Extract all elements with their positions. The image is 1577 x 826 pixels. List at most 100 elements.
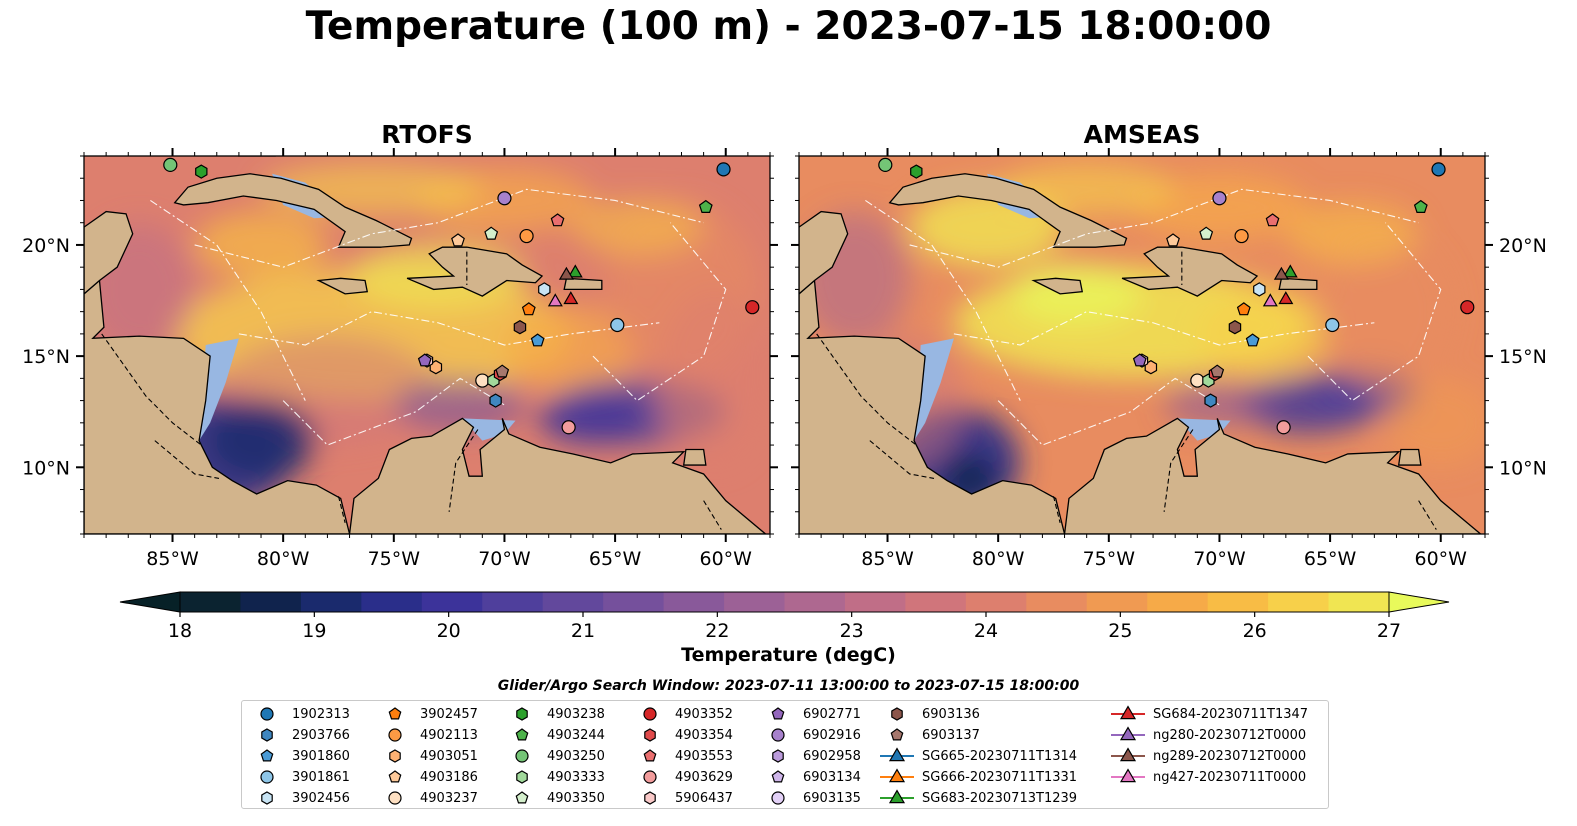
obs-marker-6903137 bbox=[495, 364, 510, 378]
legend-marker-shape bbox=[891, 707, 903, 721]
land-trinidad bbox=[1397, 448, 1422, 466]
obs-marker-SG683-20230713T1239 bbox=[567, 264, 583, 278]
colorbar-frame bbox=[179, 591, 1390, 613]
legend-entry-4903244: 4903244 bbox=[505, 725, 605, 745]
legend-entry-4903186: 4903186 bbox=[378, 767, 478, 787]
legend-label: 6902916 bbox=[803, 727, 861, 743]
eez-boundary bbox=[909, 188, 1419, 268]
legend-entry-4903237: 4903237 bbox=[378, 788, 478, 808]
legend-marker bbox=[880, 789, 914, 804]
legend-marker bbox=[890, 728, 904, 741]
legend-marker bbox=[388, 791, 402, 805]
obs-marker-4903238 bbox=[910, 164, 923, 179]
country-border bbox=[1163, 429, 1194, 512]
legend-label: 5906437 bbox=[675, 790, 733, 806]
legend-label: SG666-20230711T1331 bbox=[922, 769, 1078, 785]
legend-label: 4903186 bbox=[420, 769, 478, 785]
legend-title: Glider/Argo Search Window: 2023-07-11 13… bbox=[497, 678, 1080, 694]
legend-label: 3902457 bbox=[420, 706, 478, 722]
legend-marker bbox=[771, 707, 785, 720]
obs-marker-6902771 bbox=[1132, 353, 1147, 367]
legend-marker bbox=[1111, 726, 1145, 741]
obs-marker-6902916 bbox=[1212, 191, 1227, 206]
land-hispaniola bbox=[1121, 246, 1259, 297]
legend-entry-3901860: 3901860 bbox=[250, 746, 350, 766]
land-cuba bbox=[888, 173, 1128, 248]
legend-marker-shape bbox=[771, 728, 785, 742]
legend-marker-shape bbox=[643, 749, 657, 762]
legend-entry-4903333: 4903333 bbox=[505, 767, 605, 787]
obs-marker-6903136 bbox=[1228, 320, 1242, 335]
legend-marker bbox=[515, 749, 529, 763]
country-border bbox=[869, 440, 935, 479]
temperature-eddy bbox=[1164, 382, 1275, 428]
legend-marker bbox=[260, 707, 274, 721]
legend-marker-shape bbox=[643, 770, 657, 784]
legend-marker bbox=[388, 707, 402, 720]
legend-marker-shape bbox=[388, 707, 402, 720]
legend-entry-SG683-20230713T1239: SG683-20230713T1239 bbox=[880, 788, 1077, 808]
obs-marker-3901861 bbox=[610, 317, 625, 333]
land-jamaica bbox=[316, 277, 369, 295]
legend-marker-shape bbox=[888, 768, 906, 783]
legend-marker-shape bbox=[643, 707, 657, 721]
legend-label: 6903134 bbox=[803, 769, 861, 785]
legend-marker-shape bbox=[515, 749, 529, 763]
legend-label: 4902113 bbox=[420, 727, 478, 743]
temperature-eddy bbox=[537, 391, 649, 446]
legend-marker bbox=[643, 770, 657, 784]
legend-label: SG684-20230711T1347 bbox=[1153, 706, 1309, 722]
maps-area: 85°W 80°W 75°W 70°W 65°W 60°W 10°N 15°N 20°N 85°W… bbox=[22, 148, 1547, 570]
legend-entry-4903352: 4903352 bbox=[633, 704, 733, 724]
obs-marker-4903352 bbox=[1460, 300, 1475, 315]
legend-entry-3902456: 3902456 bbox=[250, 788, 350, 808]
obs-marker-4902113 bbox=[519, 228, 534, 244]
shallow-shelf bbox=[1177, 418, 1231, 441]
legend-entry-SG666-20230711T1331: SG666-20230711T1331 bbox=[880, 767, 1077, 787]
obs-marker-4902113 bbox=[1234, 228, 1249, 244]
legend-entry-4902113: 4902113 bbox=[378, 725, 478, 745]
legend-marker-shape bbox=[772, 749, 784, 763]
colorbar-segment bbox=[1207, 592, 1269, 612]
legend-label: 4903238 bbox=[547, 706, 605, 722]
legend-entry-ng289-20230712T0000: ng289-20230712T0000 bbox=[1111, 746, 1306, 766]
obs-marker-ng289-20230712T0000 bbox=[1273, 266, 1289, 280]
obs-marker-4903237 bbox=[1190, 373, 1205, 388]
legend-entry-4903238: 4903238 bbox=[505, 704, 605, 724]
temperature-eddy bbox=[205, 400, 317, 481]
colorbar-extend-low bbox=[119, 591, 181, 613]
colorbar-segment bbox=[784, 592, 846, 612]
legend-marker-shape bbox=[516, 770, 528, 784]
colorbar-segment bbox=[482, 592, 544, 612]
obs-marker-4903186 bbox=[451, 233, 465, 247]
y-tick-label: 10°N bbox=[1499, 457, 1547, 479]
country-border bbox=[448, 429, 479, 512]
legend-label: 4903553 bbox=[675, 748, 733, 764]
colorbar-segment bbox=[1268, 592, 1330, 612]
x-tick-label: 60°W bbox=[700, 548, 753, 570]
legend-marker bbox=[880, 768, 914, 783]
legend-label: 4903237 bbox=[420, 790, 478, 806]
legend-label: 6902771 bbox=[803, 706, 861, 722]
legend-marker-shape bbox=[644, 791, 656, 805]
x-tick-label: 65°W bbox=[589, 548, 642, 570]
obs-marker-3902457 bbox=[1236, 302, 1251, 316]
obs-marker-6902916 bbox=[497, 191, 512, 206]
legend-entry-6902916: 6902916 bbox=[761, 725, 861, 745]
obs-marker-SG684-20230711T1347 bbox=[1278, 291, 1294, 305]
legend-marker-shape bbox=[388, 728, 402, 742]
map-frame bbox=[798, 155, 1486, 535]
land-jamaica bbox=[1031, 277, 1084, 295]
legend-marker-shape bbox=[888, 747, 906, 762]
temperature-eddy bbox=[659, 289, 770, 468]
legend-marker-shape bbox=[771, 707, 785, 720]
legend-entry-6902771: 6902771 bbox=[761, 704, 861, 724]
legend-marker bbox=[644, 728, 656, 742]
obs-marker-3902456 bbox=[538, 282, 551, 297]
legend-label: 4903352 bbox=[675, 706, 733, 722]
temperature-eddy bbox=[1197, 289, 1331, 379]
legend-marker-shape bbox=[1119, 768, 1137, 783]
legend-label: 4903354 bbox=[675, 727, 733, 743]
eez-boundary bbox=[953, 311, 1375, 346]
country-border bbox=[816, 333, 917, 446]
